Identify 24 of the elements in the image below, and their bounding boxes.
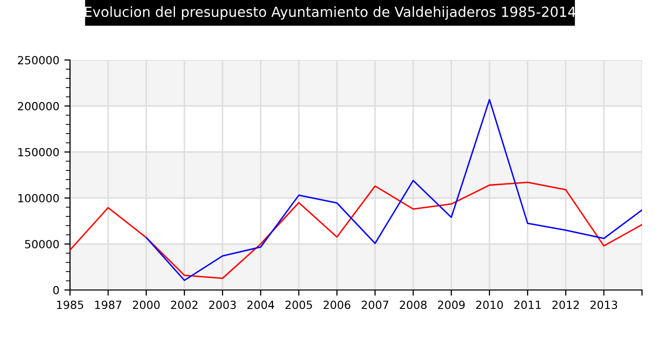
x-tick-label: 2005: [285, 300, 312, 310]
x-tick-label: 2000: [132, 300, 160, 310]
x-tick-label: 1987: [95, 300, 122, 310]
y-tick-label: 100000: [18, 194, 59, 202]
x-tick-label: 2009: [438, 300, 465, 310]
x-tick-label: 2013: [590, 300, 618, 310]
y-tick-label: 0: [53, 286, 59, 294]
x-tick-label: 2004: [247, 300, 274, 310]
y-tick-label: 50000: [25, 240, 59, 248]
line-series: [146, 98, 642, 282]
x-tick-label: 2011: [514, 300, 541, 310]
y-tick-label: 150000: [18, 148, 59, 156]
x-tick-label: 2006: [324, 300, 350, 310]
y-tick-label: 200000: [18, 102, 59, 110]
x-tick-label: 2010: [476, 300, 503, 310]
chart-title: Evolucion del presupuesto Ayuntamiento de Valdehijaderos 1985-2014: [85, 6, 576, 20]
y-tick-label: 250000: [18, 56, 59, 64]
line-series: [70, 182, 642, 280]
x-tick-label: 1985: [57, 300, 84, 310]
x-tick-label: 2012: [552, 300, 579, 310]
x-tick-label: 2007: [362, 300, 388, 310]
x-tick-label: 2002: [171, 300, 198, 310]
x-tick-label: 2003: [209, 300, 236, 310]
x-tick-label: 2008: [400, 300, 427, 310]
